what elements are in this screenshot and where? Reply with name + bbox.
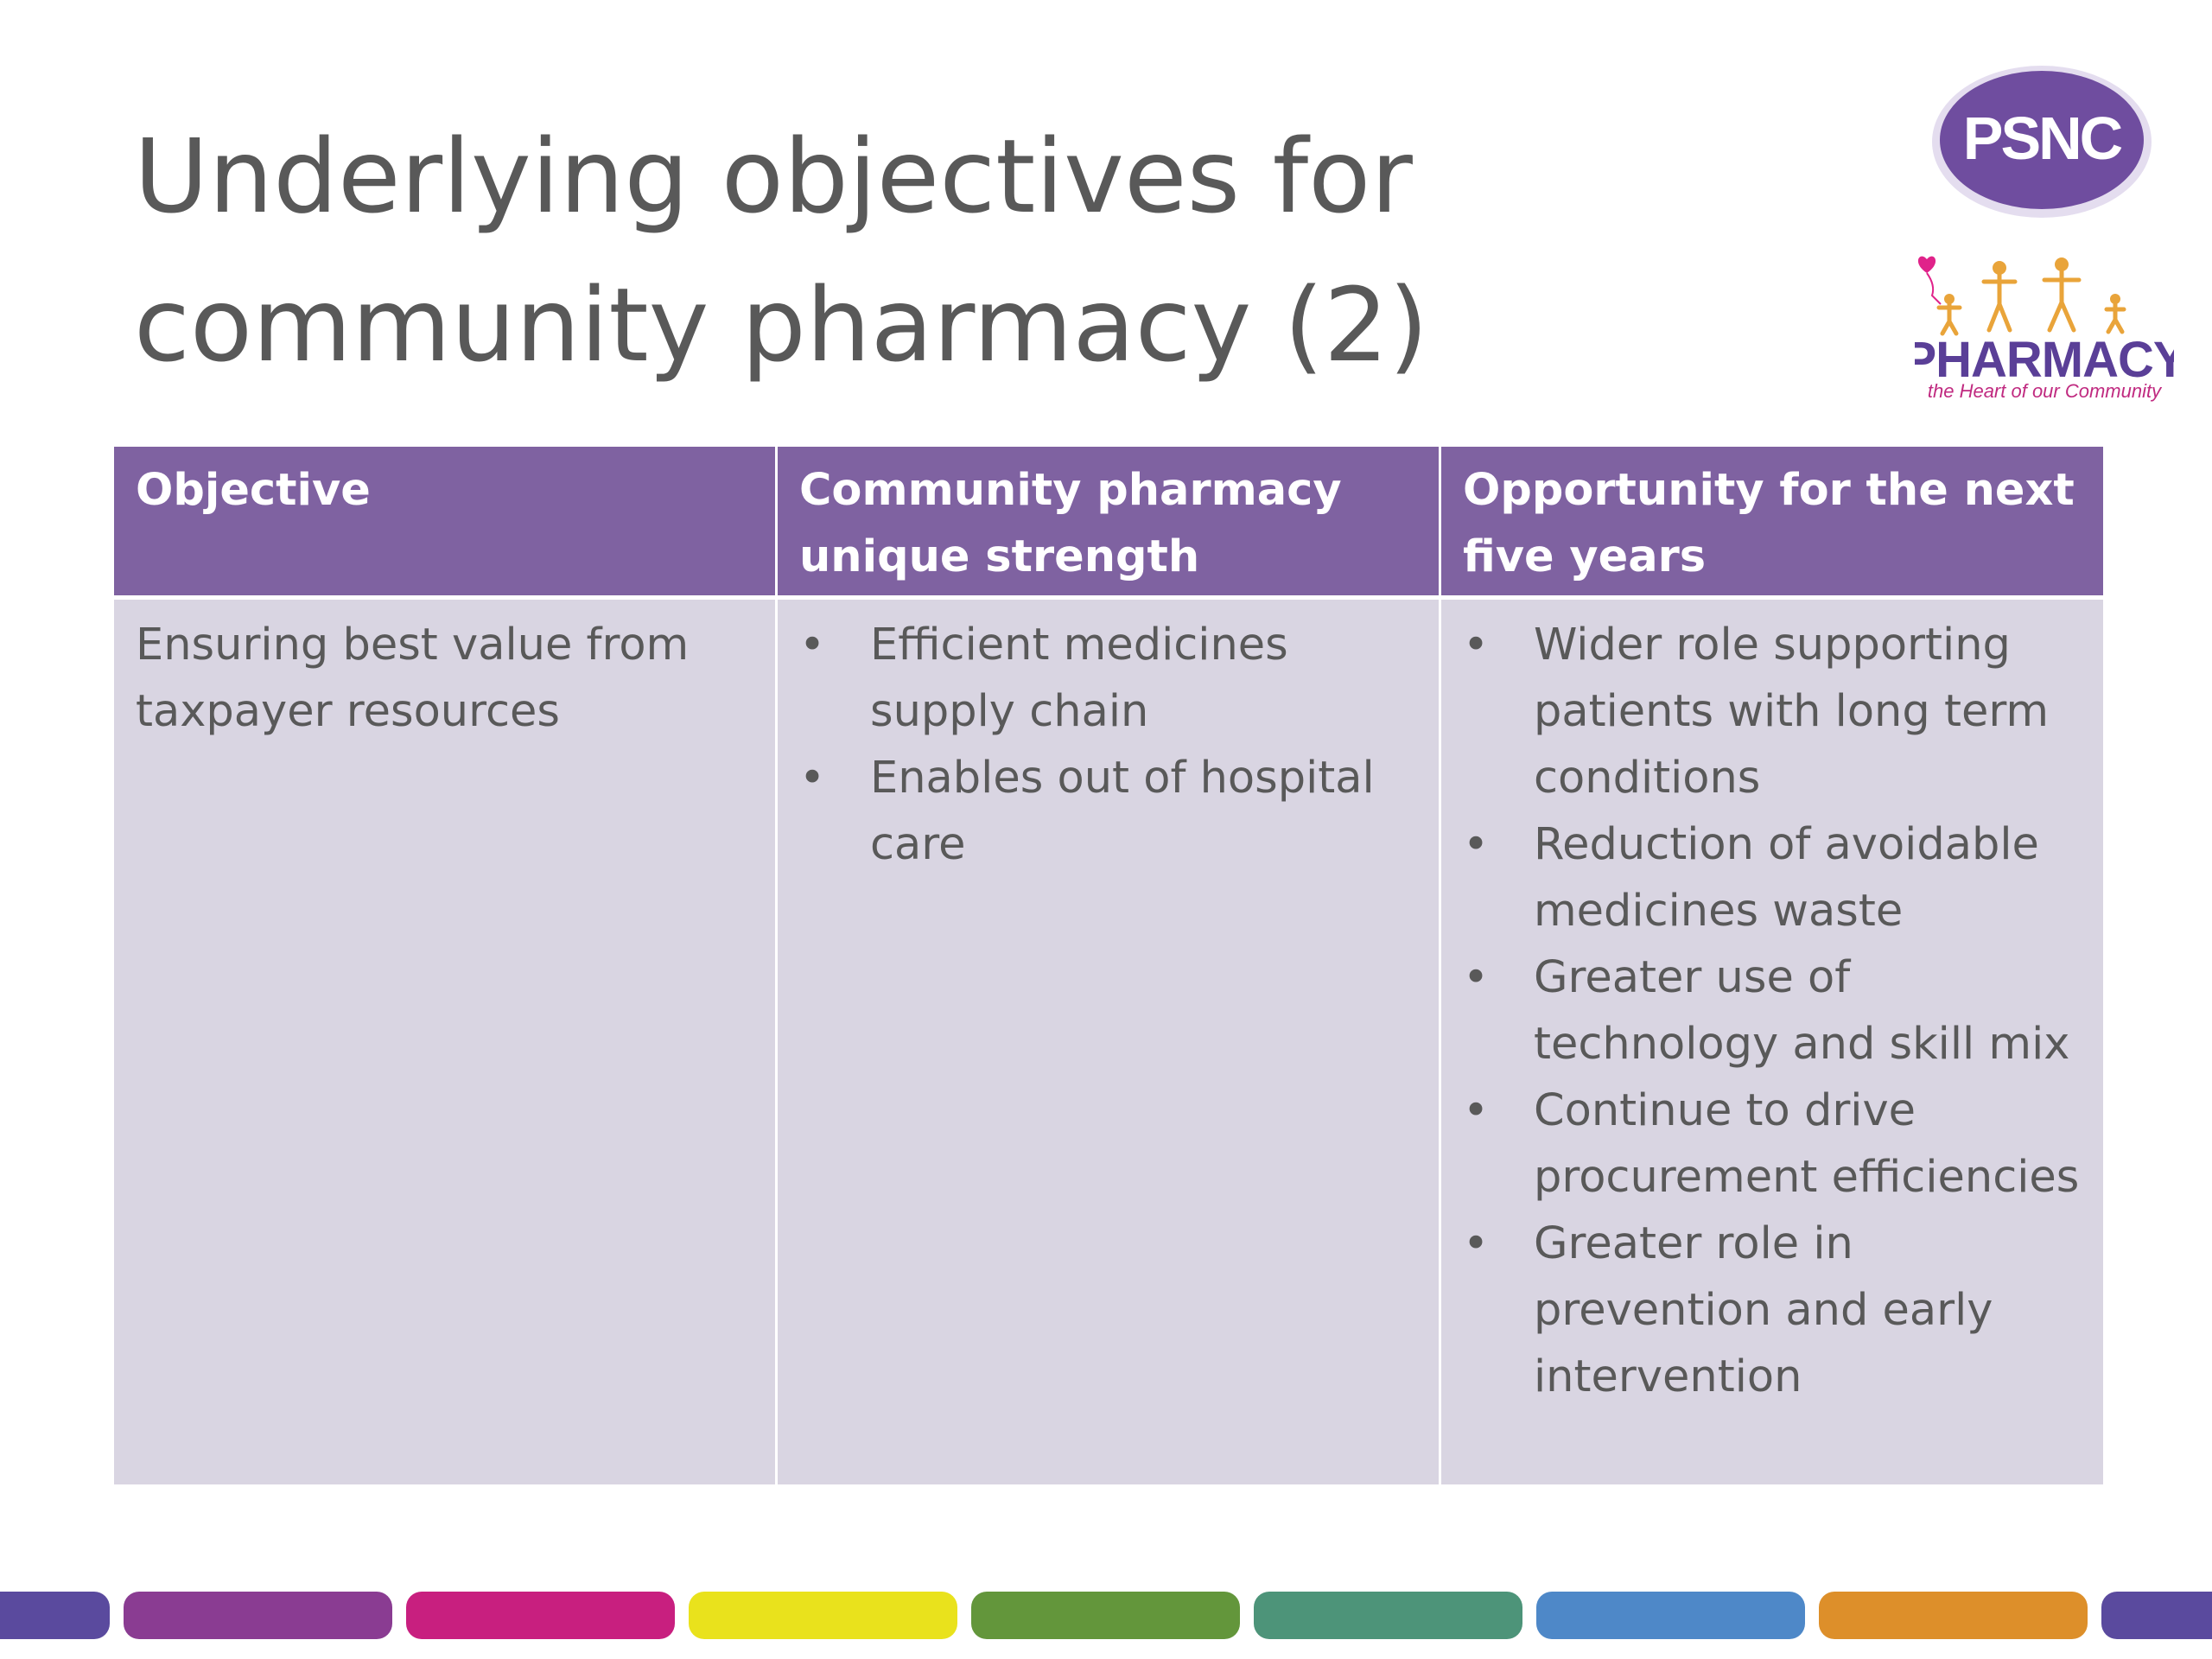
list-item: Wider role supporting patients with long… — [1463, 612, 2081, 811]
decorative-color-bars — [0, 1592, 2212, 1639]
color-bar — [124, 1592, 392, 1639]
list-item: Greater role in prevention and early int… — [1463, 1211, 2081, 1410]
color-bar — [971, 1592, 1240, 1639]
header-opportunity: Opportunity for the next five years — [1441, 447, 2103, 595]
list-item: Enables out of hospital care — [799, 745, 1416, 878]
psnc-logo-text: PSNC — [1963, 105, 2122, 172]
strengths-list: Efficient medicines supply chain Enables… — [799, 612, 1416, 878]
cell-unique-strength: Efficient medicines supply chain Enables… — [778, 600, 1439, 1484]
pharmacy-logo-tagline: the Heart of our Community — [1928, 380, 2163, 402]
color-bar — [1536, 1592, 1805, 1639]
cell-opportunity: Wider role supporting patients with long… — [1441, 600, 2103, 1484]
pharmacy-logo-text: PHARMACY — [1915, 332, 2174, 388]
color-bar — [406, 1592, 675, 1639]
pharmacy-logo: PHARMACY the Heart of our Community — [1915, 256, 2174, 402]
list-item: Efficient medicines supply chain — [799, 612, 1416, 745]
slide-title-line-2: community pharmacy (2) — [134, 265, 1428, 385]
color-bar — [2101, 1592, 2212, 1639]
color-bar — [1254, 1592, 1522, 1639]
opportunities-list: Wider role supporting patients with long… — [1463, 612, 2081, 1410]
color-bar — [689, 1592, 957, 1639]
list-item: Continue to drive procurement efficienci… — [1463, 1077, 2081, 1211]
header-objective: Objective — [114, 447, 775, 595]
psnc-logo: PSNC — [1932, 66, 2152, 218]
slide-title: Underlying objectives for community phar… — [134, 102, 1603, 399]
color-bar — [0, 1592, 110, 1639]
cell-objective: Ensuring best value from taxpayer resour… — [114, 600, 775, 1484]
header-unique-strength: Community pharmacy unique strength — [778, 447, 1439, 595]
list-item: Reduction of avoidable medicines waste — [1463, 811, 2081, 944]
color-bar — [1819, 1592, 2088, 1639]
slide-title-line-1: Underlying objectives for — [134, 117, 1413, 236]
list-item: Greater use of technology and skill mix — [1463, 944, 2081, 1077]
objectives-table: Objective Community pharmacy unique stre… — [114, 447, 2103, 1484]
